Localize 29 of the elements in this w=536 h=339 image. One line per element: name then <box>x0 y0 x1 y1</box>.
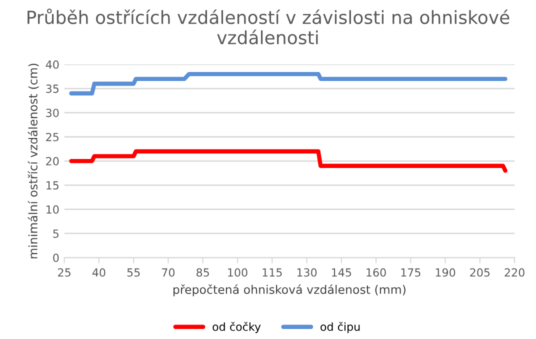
x-tick-label: 175 <box>401 268 420 277</box>
x-tick-label: 205 <box>470 268 490 277</box>
legend-label: od čočky <box>212 322 261 334</box>
y-axis-title: minimální ostřící vzdálenost (cm) <box>28 64 39 258</box>
x-tick-label: 100 <box>228 268 248 277</box>
line-series <box>69 149 508 173</box>
x-tick-label: 70 <box>162 268 175 277</box>
y-tick-label: 0 <box>53 254 59 262</box>
y-tick-label: 35 <box>46 84 58 93</box>
x-tick-label: 40 <box>92 268 106 277</box>
x-tick-label: 55 <box>127 268 140 277</box>
x-axis-title: přepočtená ohnisková vzdálenost (mm) <box>173 284 406 296</box>
x-tick-label: 85 <box>196 268 209 277</box>
x-tick-label: 190 <box>436 268 456 277</box>
y-tick-label: 15 <box>46 181 58 190</box>
x-tick-label: 130 <box>297 268 317 277</box>
y-tick-label: 10 <box>46 205 59 214</box>
y-tick-label: 5 <box>53 230 58 238</box>
x-tick-label: 160 <box>366 268 386 277</box>
x-tick-label: 220 <box>504 268 524 277</box>
line-series <box>69 72 508 96</box>
y-tick-label: 40 <box>46 60 59 69</box>
y-tick-label: 30 <box>46 108 59 118</box>
legend-label: od čipu <box>320 322 360 334</box>
y-tick-label: 25 <box>46 132 58 142</box>
y-tick-label: 20 <box>46 157 59 166</box>
x-tick-label: 115 <box>262 268 282 277</box>
x-tick-label: 145 <box>332 268 352 277</box>
chart-title: Průběh ostřících vzdáleností v závislosti na ohniskové vzdálenosti <box>28 8 510 44</box>
